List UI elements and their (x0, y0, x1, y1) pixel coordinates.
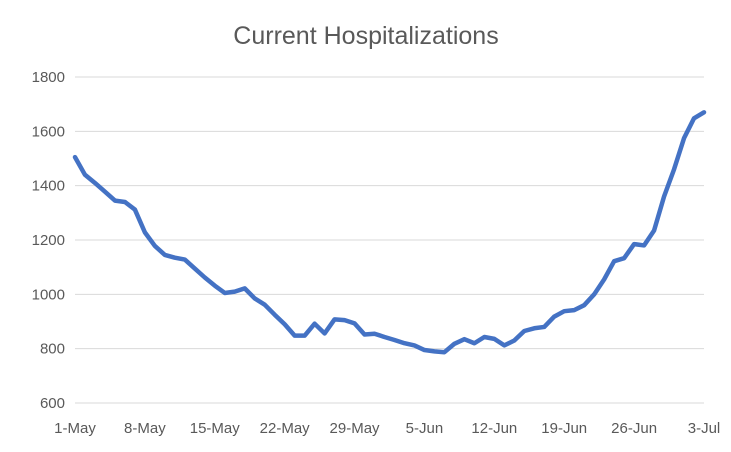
y-tick-label: 1000 (32, 286, 65, 303)
data-point (123, 200, 127, 204)
x-tick-label: 19-Jun (541, 420, 587, 437)
data-point (492, 337, 496, 341)
data-point (213, 283, 217, 287)
series-line-0 (72, 110, 707, 355)
data-point (682, 136, 686, 140)
data-point (272, 313, 276, 317)
data-point (153, 244, 157, 248)
data-point (262, 302, 266, 306)
data-point (482, 335, 486, 339)
data-point (452, 342, 456, 346)
data-point (522, 329, 526, 333)
y-axis-tick-labels: 600 800 1000 1200 1400 1600 1800 (32, 69, 65, 412)
data-point (692, 116, 696, 120)
data-point (602, 277, 606, 281)
data-point (73, 155, 77, 159)
data-point (702, 110, 706, 114)
data-point (562, 309, 566, 313)
data-point (502, 343, 506, 347)
gridlines (75, 76, 704, 404)
chart-title: Current Hospitalizations (233, 22, 498, 50)
data-point (652, 228, 656, 232)
data-point (572, 308, 576, 312)
data-point (592, 292, 596, 296)
data-point (622, 256, 626, 260)
data-point (442, 350, 446, 354)
data-point (133, 207, 137, 211)
y-tick-label: 1800 (32, 69, 65, 86)
y-tick-label: 1600 (32, 123, 65, 140)
data-point (83, 173, 87, 177)
x-tick-label: 22-May (260, 420, 311, 437)
x-tick-label: 8-May (124, 420, 166, 437)
data-point (253, 296, 257, 300)
data-point (472, 341, 476, 345)
data-point (93, 181, 97, 185)
data-point (642, 243, 646, 247)
data-point (372, 332, 376, 336)
data-point (432, 349, 436, 353)
data-point (512, 338, 516, 342)
x-tick-label: 29-May (330, 420, 381, 437)
data-point (402, 341, 406, 345)
data-point (322, 331, 326, 335)
data-point (362, 332, 366, 336)
x-tick-label: 26-Jun (611, 420, 657, 437)
data-point (113, 198, 117, 202)
data-point (282, 322, 286, 326)
x-tick-label: 1-May (54, 420, 96, 437)
data-point (412, 343, 416, 347)
data-point (223, 291, 227, 295)
data-point (183, 257, 187, 261)
data-point (163, 253, 167, 257)
x-tick-label: 15-May (190, 420, 241, 437)
data-point (302, 333, 306, 337)
data-point (582, 303, 586, 307)
y-tick-label: 600 (40, 395, 65, 412)
data-point (542, 325, 546, 329)
y-tick-label: 800 (40, 341, 65, 358)
data-point (193, 266, 197, 270)
data-point (312, 321, 316, 325)
data-point (173, 255, 177, 259)
data-point (612, 259, 616, 263)
data-point (662, 194, 666, 198)
y-tick-label: 1200 (32, 232, 65, 249)
data-point (462, 337, 466, 341)
data-point (233, 289, 237, 293)
series-layer (72, 110, 707, 355)
data-point (143, 230, 147, 234)
data-point (392, 338, 396, 342)
data-point (552, 314, 556, 318)
data-point (672, 167, 676, 171)
x-tick-label: 5-Jun (406, 420, 444, 437)
data-point (352, 321, 356, 325)
x-tick-label: 3-Jul (688, 420, 721, 437)
data-point (203, 275, 207, 279)
data-point (382, 335, 386, 339)
data-point (103, 189, 107, 193)
data-point (243, 286, 247, 290)
data-point (532, 326, 536, 330)
x-axis-tick-labels: 1-May 8-May 15-May 22-May 29-May 5-Jun 12-Jun 1… (54, 420, 720, 437)
data-point (422, 348, 426, 352)
data-point (342, 318, 346, 322)
data-point (632, 242, 636, 246)
data-point (332, 317, 336, 321)
data-point (292, 333, 296, 337)
y-tick-label: 1400 (32, 178, 65, 195)
x-tick-label: 12-Jun (471, 420, 517, 437)
